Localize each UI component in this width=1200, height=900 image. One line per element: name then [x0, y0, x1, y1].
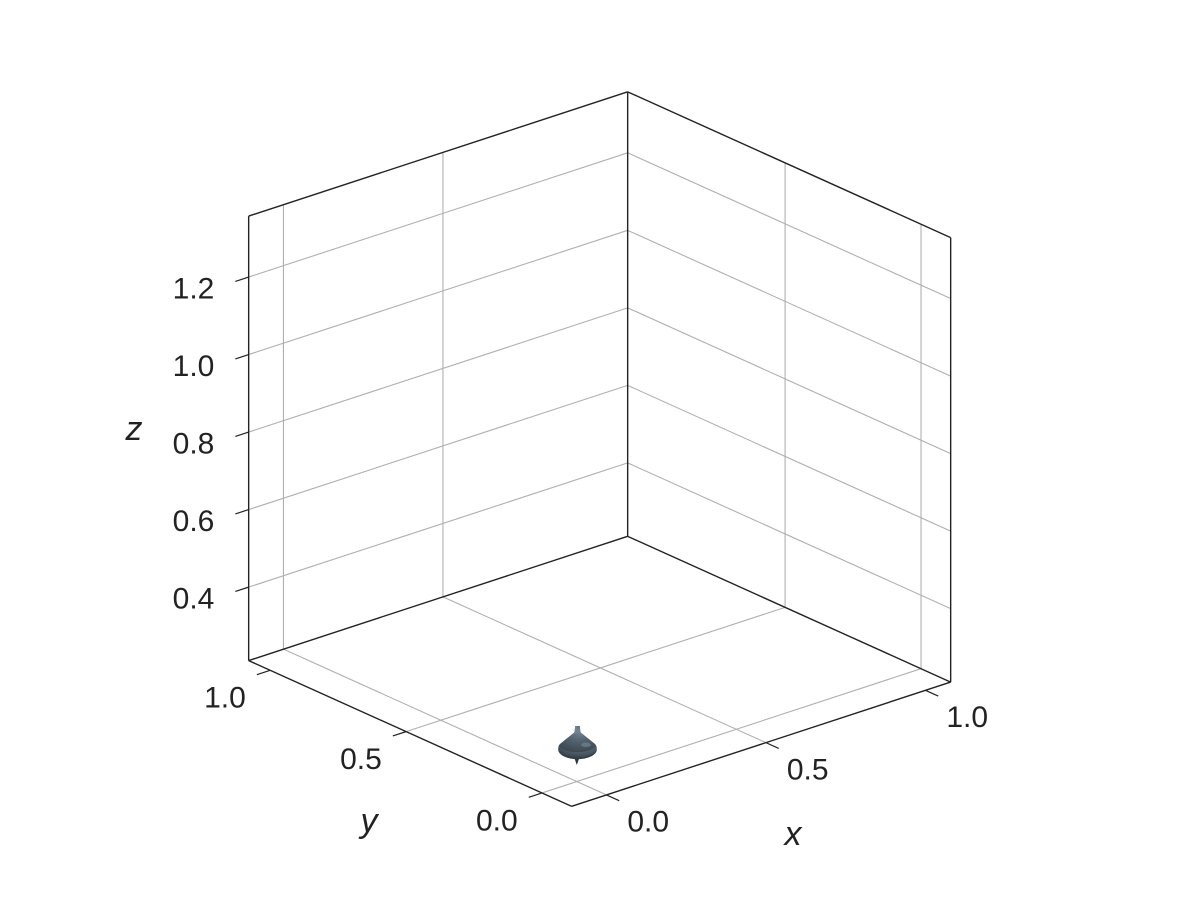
svg-text:0.6: 0.6: [173, 505, 215, 538]
svg-text:y: y: [359, 802, 380, 840]
svg-text:1.0: 1.0: [946, 701, 988, 734]
svg-text:x: x: [783, 815, 803, 853]
svg-text:0.4: 0.4: [173, 582, 215, 615]
svg-text:0.0: 0.0: [627, 806, 669, 839]
svg-text:1.2: 1.2: [173, 272, 215, 305]
svg-text:0.5: 0.5: [787, 753, 829, 786]
svg-text:z: z: [125, 410, 143, 448]
svg-text:0.5: 0.5: [340, 743, 382, 776]
svg-text:0.0: 0.0: [476, 804, 518, 837]
svg-text:1.0: 1.0: [204, 682, 246, 715]
svg-text:1.0: 1.0: [173, 350, 215, 383]
svg-text:0.8: 0.8: [173, 427, 215, 460]
